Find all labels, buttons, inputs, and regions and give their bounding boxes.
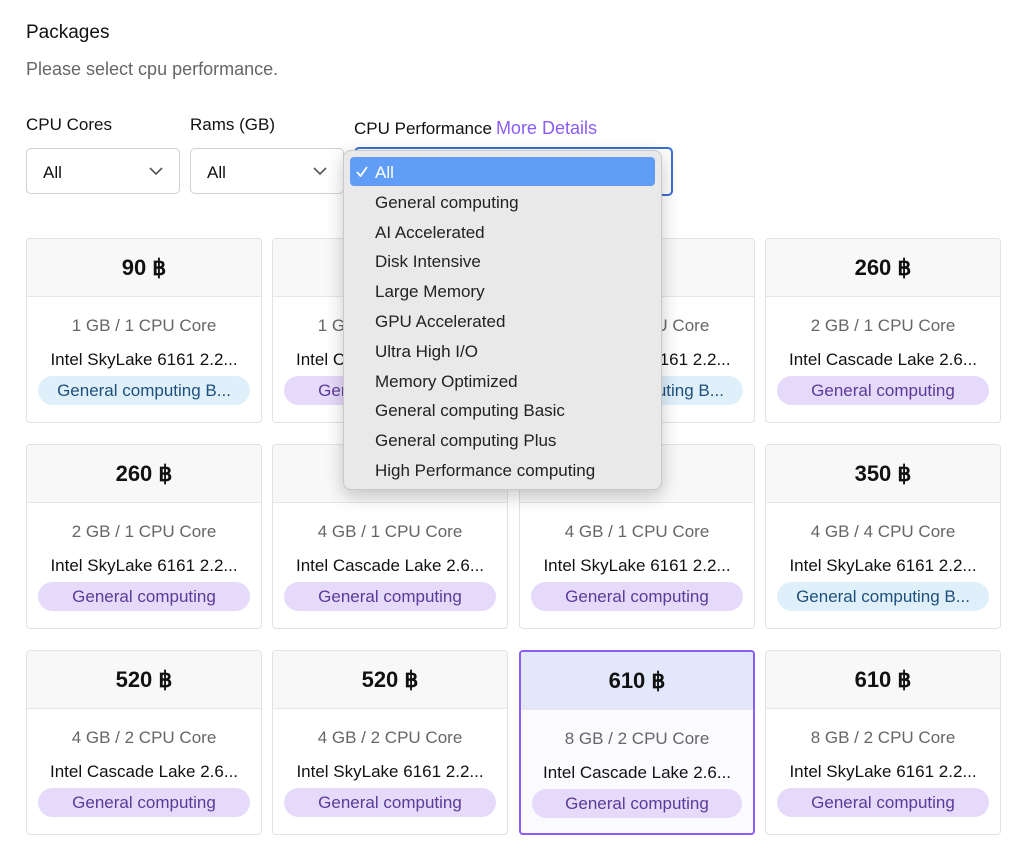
card-spec: 2 GB / 1 CPU Core [71, 522, 217, 541]
package-card[interactable]: 610 ฿ 8 GB / 2 CPU Core Intel Cascade Lake… [519, 650, 755, 835]
card-spec: 4 GB / 4 CPU Core [810, 522, 956, 541]
package-card[interactable]: 90 ฿ 1 GB / 1 CPU Core Intel SkyLake 6161 … [26, 238, 262, 423]
dropdown-option[interactable]: All [350, 157, 655, 186]
option-text: Memory Optimized [375, 371, 518, 391]
card-spec: 4 GB / 1 CPU Core [564, 522, 710, 541]
card-badge: General computing [284, 582, 496, 611]
dropdown-option[interactable]: Memory Optimized [350, 366, 655, 395]
card-badge: General computing [777, 788, 989, 817]
option-text: High Performance computing [375, 461, 596, 480]
card-cpu: Intel Cascade Lake 2.6... [788, 350, 978, 369]
card-cpu: Intel SkyLake 6161 2.2... [543, 556, 731, 575]
chevron [313, 167, 327, 176]
card-badge: General computing [284, 788, 496, 817]
dropdown-option[interactable]: Large Memory [350, 276, 655, 305]
option-text: General computing [375, 192, 519, 212]
card-spec: 8 GB / 2 CPU Core [564, 729, 710, 748]
card-badge: General computing [38, 788, 250, 817]
page-title: Packages [26, 22, 110, 43]
card-price: 260 ฿ [27, 445, 261, 503]
option-text: All [375, 163, 394, 182]
dropdown-option[interactable]: GPU Accelerated [350, 306, 655, 335]
card-cpu: Intel Cascade Lake 2.6... [542, 763, 732, 782]
select-value: All [43, 163, 62, 182]
package-card[interactable]: 520 ฿ 4 GB / 2 CPU Core Intel Cascade Lake… [26, 650, 262, 835]
rams-select[interactable]: All [190, 148, 344, 194]
cpu-cores-select[interactable]: All [26, 148, 180, 194]
option-text: General computing Basic [375, 401, 565, 421]
dropdown-option[interactable]: General computing [350, 187, 655, 216]
card-badge: General computing B... [777, 582, 989, 611]
card-price: 520 ฿ [27, 651, 261, 709]
card-badge: General computing [532, 789, 742, 818]
package-card[interactable]: 350 ฿ 4 GB / 4 CPU Core Intel SkyLake 6161… [765, 444, 1001, 629]
card-price: 90 ฿ [27, 239, 261, 297]
card-badge: General computing B... [38, 376, 250, 405]
select-value: All [207, 163, 226, 182]
option-text: Disk Intensive [375, 252, 481, 272]
filter-label: CPU Cores [26, 115, 112, 134]
card-spec: 1 GB / 1 CPU Core [71, 316, 217, 335]
dropdown-option[interactable]: General computing Plus [350, 425, 655, 454]
dropdown-menu: All General computing AI Accelerated Disk I… [343, 150, 662, 490]
page-subtitle: Please select cpu performance. [26, 59, 279, 79]
card-price: 610 ฿ [766, 651, 1000, 709]
card-cpu: Intel SkyLake 6161 2.2... [50, 556, 238, 575]
card-spec: 4 GB / 1 CPU Core [317, 522, 463, 541]
card-cpu: Intel SkyLake 6161 2.2... [789, 762, 977, 781]
dropdown-option[interactable]: General computing Basic [350, 395, 655, 424]
filter-label: CPU Performance More Details [354, 118, 597, 139]
card-price: 350 ฿ [766, 445, 1000, 503]
option-text: General computing Plus [375, 431, 557, 451]
card-badge: General computing [531, 582, 743, 611]
card-cpu: Intel Cascade Lake 2.6... [295, 556, 485, 575]
dropdown-option[interactable]: Ultra High I/O [350, 336, 655, 365]
package-card[interactable]: 520 ฿ 4 GB / 2 CPU Core Intel SkyLake 6161… [272, 650, 508, 835]
card-spec: 2 GB / 1 CPU Core [810, 316, 956, 335]
card-price: 520 ฿ [273, 651, 507, 709]
option-text: AI Accelerated [375, 222, 485, 242]
card-spec: 4 GB / 2 CPU Core [71, 728, 217, 747]
option-text: Large Memory [375, 282, 485, 302]
check-icon [356, 166, 368, 177]
chevron [149, 167, 163, 176]
option-text: GPU Accelerated [375, 312, 506, 331]
card-cpu: Intel SkyLake 6161 2.2... [50, 350, 238, 369]
more-details-link[interactable]: More Details [495, 118, 597, 138]
card-spec: 8 GB / 2 CPU Core [810, 728, 956, 747]
card-spec: 4 GB / 2 CPU Core [317, 728, 463, 747]
package-card[interactable]: 260 ฿ 2 GB / 1 CPU Core Intel SkyLake 6161… [26, 444, 262, 629]
card-badge: General computing [777, 376, 989, 405]
dropdown-option[interactable]: High Performance computing [350, 455, 655, 484]
package-card[interactable]: 260 ฿ 2 GB / 1 CPU Core Intel Cascade Lake… [765, 238, 1001, 423]
card-badge: General computing [38, 582, 250, 611]
card-cpu: Intel SkyLake 6161 2.2... [789, 556, 977, 575]
card-cpu: Intel SkyLake 6161 2.2... [296, 762, 484, 781]
package-card[interactable]: 610 ฿ 8 GB / 2 CPU Core Intel SkyLake 6161… [765, 650, 1001, 835]
card-price: 610 ฿ [521, 652, 753, 710]
dropdown-option[interactable]: Disk Intensive [350, 246, 655, 275]
card-price: 260 ฿ [766, 239, 1000, 297]
filter-label: Rams (GB) [190, 115, 275, 134]
card-cpu: Intel Cascade Lake 2.6... [49, 762, 239, 781]
dropdown-option[interactable]: AI Accelerated [350, 217, 655, 246]
filter-label-text: CPU Performance [354, 119, 492, 138]
option-text: Ultra High I/O [375, 341, 478, 361]
